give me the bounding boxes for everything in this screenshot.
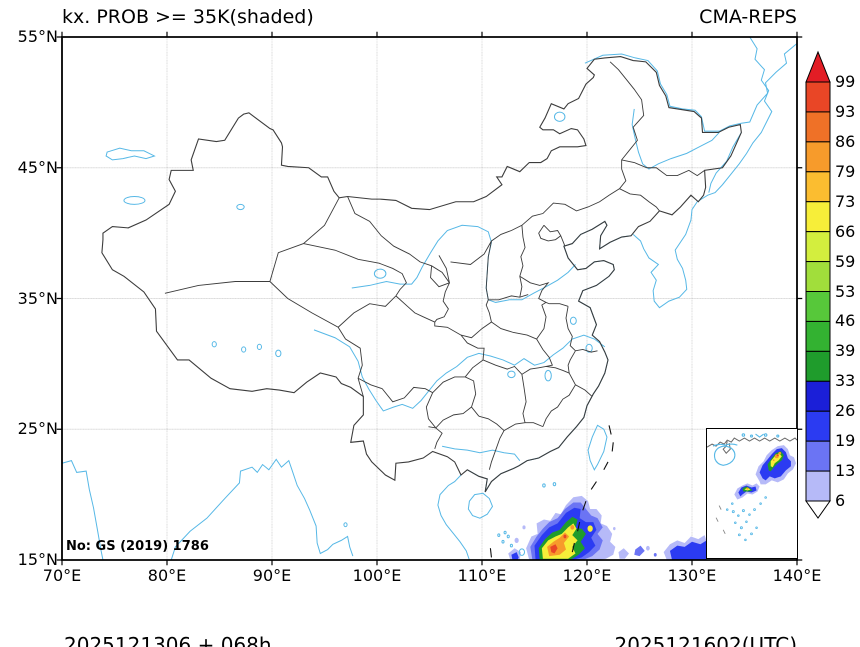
dongting-lake xyxy=(508,371,515,378)
colorbar-tick-label: 86 xyxy=(835,131,856,151)
colorbar-segment xyxy=(805,111,831,143)
x-tick-label: 120°E xyxy=(562,566,612,585)
colorbar-bottom-arrow xyxy=(805,500,831,519)
hongze-lake xyxy=(570,317,576,324)
shade-cluster-west xyxy=(508,548,521,560)
colorbar-tick-label: 39 xyxy=(835,341,856,361)
songhua-river xyxy=(632,109,719,169)
map-frame xyxy=(62,37,797,560)
south-china-sea-inset xyxy=(706,428,798,559)
colorbar-tick-label: 33 xyxy=(835,371,856,391)
colorbar-tick-label: 13 xyxy=(835,461,856,481)
map-note: No: GS (2019) 1786 xyxy=(66,539,209,554)
colorbar-tick-label: 73 xyxy=(835,191,856,211)
colorbar-tick-label: 93 xyxy=(835,101,856,121)
colorbar xyxy=(805,50,831,519)
y-tick-label: 45°N xyxy=(17,157,58,177)
colorbar-segment xyxy=(805,291,831,322)
x-tick-label: 130°E xyxy=(667,566,717,585)
hainan-island xyxy=(468,493,492,518)
colorbar-tick-label: 66 xyxy=(835,221,856,241)
amur-river xyxy=(585,44,797,132)
colorbar-segment xyxy=(805,261,831,293)
colorbar-tick-label: 53 xyxy=(835,281,856,301)
yellow-river xyxy=(352,225,576,302)
init-time-utc: 2025121306 + 068h xyxy=(64,633,272,647)
qinghai-lake xyxy=(374,269,386,278)
colorbar-segment xyxy=(805,81,831,113)
y-tick-label: 15°N xyxy=(17,550,58,569)
colorbar-segment xyxy=(805,201,831,233)
colorbar-segment xyxy=(805,410,831,442)
inset-dash-segments xyxy=(715,505,726,535)
valid-time-utc: 2025121602(UTC) xyxy=(614,633,798,647)
inset-water xyxy=(712,433,780,466)
y-tick-label: 35°N xyxy=(17,288,58,308)
x-tick-label: 140°E xyxy=(772,566,822,585)
taihu-lake xyxy=(586,344,592,352)
shade-speckles xyxy=(514,525,657,559)
inset-speckles xyxy=(725,496,767,542)
boundaries xyxy=(102,57,741,492)
province-borders xyxy=(165,62,705,470)
colorbar-tick-label: 6 xyxy=(835,491,846,511)
colorbar-segment xyxy=(805,231,831,263)
probability-shading xyxy=(508,495,707,560)
colorbar-segment xyxy=(805,380,831,412)
ussuri-river xyxy=(709,132,742,192)
pacific-coast-korea xyxy=(633,37,772,308)
pearl-river xyxy=(442,446,520,460)
colorbar-tick-label: 19 xyxy=(835,431,856,451)
colorbar-segment xyxy=(805,171,831,203)
x-tick-label: 70°E xyxy=(42,566,82,585)
x-tick-label: 110°E xyxy=(457,566,507,585)
colorbar-segment xyxy=(805,440,831,472)
india-west-coast xyxy=(62,461,103,560)
bay-of-bengal-coast xyxy=(171,459,353,560)
yangtze-river xyxy=(314,330,605,411)
axis-ticks xyxy=(57,32,803,565)
colorbar-segment xyxy=(805,320,831,352)
lake-bosten xyxy=(237,204,244,209)
dash-line-segments xyxy=(490,425,613,557)
inset-hainan-island xyxy=(713,445,736,466)
footer-init-times: 2025121306 + 068h 2025121314 + 068h xyxy=(64,588,272,647)
colorbar-tick-label: 79 xyxy=(835,161,856,181)
vietnam-coast xyxy=(438,475,470,560)
x-tick-label: 80°E xyxy=(147,566,187,585)
colorbar-segment xyxy=(805,350,831,382)
colorbar-segment xyxy=(805,141,831,173)
lake-issyk-kul xyxy=(124,197,145,205)
china-map xyxy=(62,37,797,560)
colorbar-tick-label: 26 xyxy=(835,401,856,421)
model-label: CMA-REPS xyxy=(699,6,797,28)
y-tick-label: 55°N xyxy=(17,27,58,46)
taiwan-island xyxy=(588,425,607,469)
colorbar-top-arrow xyxy=(805,50,831,83)
colorbar-segment xyxy=(805,470,831,502)
colorbar-tick-label: 59 xyxy=(835,251,856,271)
poyang-lake xyxy=(545,370,551,380)
colorbar-tick-label: 46 xyxy=(835,311,856,331)
hulun-lake xyxy=(554,112,565,121)
x-tick-label: 90°E xyxy=(252,566,292,585)
shade-cluster-east xyxy=(663,535,707,560)
tibet-lakes xyxy=(212,342,281,357)
footer-valid-times: 2025121602(UTC) 2025121610(CST) xyxy=(615,588,798,647)
plot-title: kx. PROB >= 35K(shaded) xyxy=(62,6,314,28)
y-tick-label: 25°N xyxy=(17,419,58,439)
shade-cluster-main xyxy=(526,495,616,560)
south-sea-islets xyxy=(344,483,556,556)
colorbar-tick-label: 99 xyxy=(835,72,856,91)
china-national-border xyxy=(102,57,741,492)
inset-shading xyxy=(734,445,796,500)
lake-balkhash xyxy=(106,148,154,160)
gridlines xyxy=(62,37,797,560)
x-tick-label: 100°E xyxy=(352,566,402,585)
